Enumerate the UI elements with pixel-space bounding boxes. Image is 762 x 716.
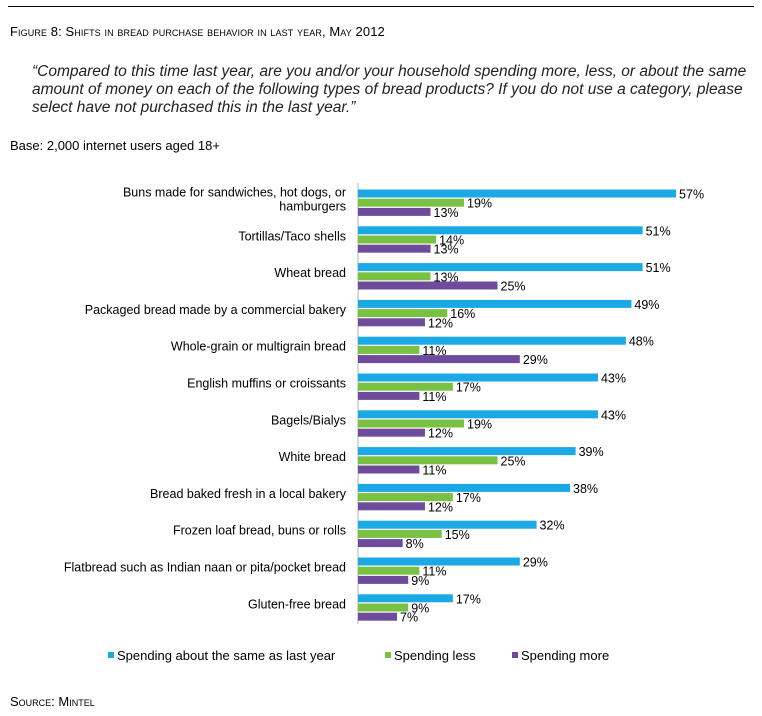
bar-same: [358, 557, 520, 566]
category-label: Frozen loaf bread, buns or rolls: [173, 524, 346, 538]
data-label: 29%: [523, 353, 548, 367]
data-label: 11%: [422, 565, 446, 579]
legend-label-same: Spending about the same as last year: [117, 648, 336, 663]
data-label: 9%: [411, 602, 429, 616]
bar-more: [358, 318, 425, 327]
bar-more: [358, 244, 431, 253]
category-label: Flatbread such as Indian naan or pita/po…: [64, 561, 346, 575]
legend-label-more: Spending more: [521, 648, 609, 663]
data-label: 8%: [406, 537, 424, 551]
category-label: White bread: [279, 450, 346, 464]
bar-same: [358, 336, 626, 345]
data-label: 11%: [422, 464, 446, 478]
bar-same: [358, 447, 576, 456]
source-note: Source: Mintel: [10, 694, 95, 709]
data-label: 16%: [450, 307, 475, 321]
data-label: 25%: [501, 454, 526, 468]
bar-more: [358, 428, 425, 437]
bar-more: [358, 355, 520, 364]
data-label: 13%: [434, 206, 459, 220]
base-note: Base: 2,000 internet users aged 18+: [10, 138, 220, 153]
data-label: 19%: [467, 197, 492, 211]
bar-more: [358, 391, 420, 400]
data-label: 39%: [579, 445, 604, 459]
data-label: 25%: [501, 280, 526, 294]
data-label: 14%: [439, 234, 464, 248]
bar-less: [358, 566, 420, 575]
bar-same: [358, 520, 537, 529]
bar-less: [358, 419, 465, 428]
data-label: 12%: [428, 427, 453, 441]
bar-less: [358, 456, 498, 465]
bar-less: [358, 309, 448, 318]
category-label: Bagels/Bialys: [271, 413, 346, 427]
bar-same: [358, 410, 598, 419]
data-label: 7%: [400, 611, 418, 625]
bar-same: [358, 263, 643, 272]
bar-less: [358, 198, 465, 207]
bar-same: [358, 189, 677, 198]
data-label: 51%: [646, 261, 671, 275]
bar-more: [358, 612, 398, 621]
category-label: Packaged bread made by a commercial bake…: [85, 303, 347, 317]
category-label: English muffins or croissants: [187, 377, 346, 391]
bar-less: [358, 493, 453, 502]
data-label: 13%: [434, 270, 459, 284]
bar-more: [358, 207, 431, 216]
bar-same: [358, 373, 598, 382]
bar-more: [358, 465, 420, 474]
data-label: 43%: [601, 408, 626, 422]
data-label: 38%: [573, 482, 598, 496]
data-label: 57%: [679, 188, 704, 202]
category-label: Tortillas/Taco shells: [238, 229, 346, 243]
data-label: 11%: [422, 344, 446, 358]
category-label: Whole-grain or multigrain bread: [171, 340, 346, 354]
data-label: 17%: [456, 592, 481, 606]
figure-title: Figure 8: Shifts in bread purchase behav…: [10, 24, 385, 39]
category-label: Wheat bread: [274, 266, 346, 280]
survey-question: “Compared to this time last year, are yo…: [32, 63, 747, 116]
data-label: 51%: [646, 224, 671, 238]
data-label: 17%: [456, 491, 481, 505]
data-label: 43%: [601, 372, 626, 386]
data-label: 12%: [428, 316, 453, 330]
bar-less: [358, 603, 409, 612]
data-label: 19%: [467, 418, 492, 432]
data-label: 29%: [523, 556, 548, 570]
bar-less: [358, 345, 420, 354]
bar-less: [358, 272, 431, 281]
legend-swatch-more: [512, 652, 518, 658]
data-label: 9%: [411, 574, 429, 588]
data-label: 13%: [434, 243, 459, 257]
data-label: 32%: [540, 519, 565, 533]
category-label: Bread baked fresh in a local bakery: [150, 487, 347, 501]
bar-same: [358, 483, 571, 492]
category-label: Buns made for sandwiches, hot dogs, or ha…: [123, 186, 346, 214]
data-label: 15%: [445, 528, 470, 542]
data-label: 49%: [634, 298, 659, 312]
bar-same: [358, 594, 453, 603]
legend-swatch-less: [385, 652, 391, 658]
bar-less: [358, 529, 442, 538]
bar-less: [358, 382, 453, 391]
legend-swatch-same: [108, 652, 114, 658]
bar-more: [358, 502, 425, 511]
legend-label-less: Spending less: [394, 648, 476, 663]
bar-less: [358, 235, 437, 244]
data-label: 17%: [456, 381, 481, 395]
category-label: Gluten-free bread: [248, 597, 346, 611]
bar-more: [358, 575, 409, 584]
data-label: 11%: [422, 390, 446, 404]
bar-same: [358, 299, 632, 308]
bar-more: [358, 281, 498, 290]
top-rule: [8, 6, 754, 7]
bar-more: [358, 539, 403, 548]
bar-same: [358, 226, 643, 235]
data-label: 12%: [428, 500, 453, 514]
data-label: 48%: [629, 335, 654, 349]
